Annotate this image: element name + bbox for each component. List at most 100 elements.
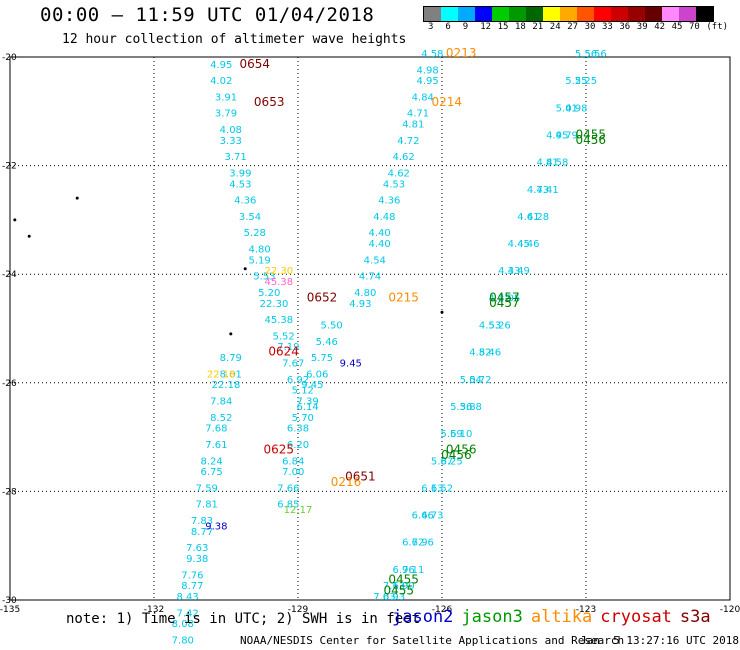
wave-height-value: 7.76 — [181, 570, 203, 581]
wave-height-value: 5.56 — [584, 49, 606, 60]
wave-height-value: 9.45 — [301, 380, 323, 391]
wave-height-value: 4.93 — [349, 299, 371, 310]
wave-height-value: 4.36 — [234, 196, 256, 207]
satellite-legend-item: jason2 — [392, 607, 454, 627]
highlight-value: 45.38 — [264, 277, 293, 288]
wave-height-value: 22.18 — [212, 380, 241, 391]
scale-label: 33 — [602, 22, 613, 32]
wave-height-value: 7.61 — [205, 440, 227, 451]
wave-height-value: 5.46 — [479, 348, 501, 359]
wave-height-value: 4.33 — [498, 266, 520, 277]
wave-height-value: 5.12 — [292, 386, 314, 397]
wave-height-value: 7.03 — [373, 592, 395, 603]
wave-height-value: 8.77 — [191, 527, 213, 538]
wave-height-value: 4.84 — [412, 92, 434, 103]
wave-height-value: 5.26 — [488, 321, 510, 332]
pass-time-label: 0624 — [268, 345, 299, 359]
wave-height-value: 4.48 — [373, 212, 395, 223]
pass-time-label: 0456 — [576, 133, 607, 147]
wave-height-value: 4.53 — [383, 179, 405, 190]
wave-height-value: 4.79 — [556, 130, 578, 141]
wave-height-value: 5.25 — [565, 76, 587, 87]
wave-height-value: 6.85 — [277, 500, 299, 511]
wave-height-value: 4.98 — [416, 65, 438, 76]
scale-swatch — [645, 7, 662, 21]
satellite-legend-item: s3a — [679, 607, 711, 627]
wave-height-value: 5.88 — [460, 402, 482, 413]
scale-swatch — [594, 7, 611, 21]
wave-height-value: 4.95 — [416, 76, 438, 87]
wave-height-value: 7.59 — [196, 483, 218, 494]
wave-height-value: 6.90 — [392, 581, 414, 592]
scale-label: 15 — [497, 22, 509, 32]
pass-time-label: 0457 — [489, 296, 520, 310]
scale-swatch — [560, 7, 577, 21]
wave-height-value: 9.38 — [186, 554, 208, 565]
wave-height-value: 4.40 — [368, 228, 390, 239]
wave-height-value: 8.79 — [220, 353, 242, 364]
scale-swatch — [679, 7, 696, 21]
wave-height-value: 5.53 — [253, 272, 275, 283]
wave-height-value: 8.01 — [220, 369, 242, 380]
wave-height-value: 5.46 — [316, 337, 338, 348]
wave-height-value: 7.84 — [210, 397, 232, 408]
scale-label: 30 — [584, 22, 596, 32]
y-tick-label: -20 — [2, 53, 17, 63]
wave-height-value: 8.43 — [176, 592, 198, 603]
wave-height-value: 6.73 — [421, 511, 443, 522]
island-mark — [75, 196, 79, 200]
y-tick-label: -26 — [2, 379, 17, 389]
pass-time-label: 0457 — [489, 290, 520, 304]
wave-height-value: 7.11 — [402, 565, 424, 576]
wave-height-value: 4.41 — [536, 185, 558, 196]
scale-swatch — [577, 7, 594, 21]
map-frame — [9, 56, 731, 601]
wave-height-value: 6.46 — [412, 511, 434, 522]
wave-height-value: 5.25 — [575, 76, 597, 87]
wave-height-value: 6.20 — [287, 440, 309, 451]
scale-label: 6 — [445, 22, 451, 32]
island-mark — [27, 234, 31, 238]
wave-height-value: 4.80 — [248, 244, 270, 255]
wave-height-value: 5.75 — [311, 353, 333, 364]
wave-height-value: 4.95 — [546, 130, 568, 141]
scale-label: 42 — [654, 22, 666, 32]
y-tick-label: -22 — [2, 162, 17, 172]
wave-height-value: 6.25 — [440, 456, 462, 467]
wave-height-value: 22.30 — [260, 299, 289, 310]
wave-height-value: 4.74 — [359, 272, 381, 283]
wave-height-value: 4.81 — [536, 158, 558, 169]
scale-swatch — [441, 7, 458, 21]
wave-height-value: 3.99 — [229, 168, 251, 179]
wave-height-value: 6.38 — [287, 424, 309, 435]
pass-time-label: 0213 — [446, 46, 477, 60]
scale-label: 39 — [636, 22, 648, 32]
y-tick-label: -30 — [2, 596, 17, 606]
wave-height-value: 4.36 — [378, 196, 400, 207]
pass-time-label: 0216 — [331, 475, 362, 489]
wave-height-value: 5.87 — [431, 456, 453, 467]
wave-height-value: 5.28 — [244, 228, 266, 239]
wave-height-value: 7.42 — [176, 608, 198, 619]
wave-height-value: 7.68 — [205, 424, 227, 435]
wave-height-value: 3.91 — [215, 92, 237, 103]
pass-time-label: 0652 — [307, 290, 338, 304]
island-mark — [229, 332, 233, 336]
scale-swatch — [424, 7, 441, 21]
wave-height-value: 5.19 — [248, 255, 270, 266]
wave-height-value: 4.62 — [388, 168, 410, 179]
wave-height-value: 7.83 — [191, 516, 213, 527]
satellite-legend-item: altika — [530, 607, 593, 627]
wave-height-value: 6.75 — [200, 467, 222, 478]
wave-height-value: 7.80 — [172, 635, 194, 646]
scale-swatch — [543, 7, 560, 21]
scale-swatch — [509, 7, 526, 21]
wave-height-value: 5.72 — [469, 375, 491, 386]
wave-height-value: 4.53 — [479, 321, 501, 332]
highlight-value: 9.45 — [340, 359, 362, 370]
y-tick-label: -24 — [2, 270, 17, 280]
wave-height-value: 7.13 — [383, 581, 405, 592]
satellite-legend-item: cryosat — [600, 607, 672, 627]
x-tick-label: -135 — [0, 605, 20, 615]
scale-label: 12 — [480, 22, 492, 32]
